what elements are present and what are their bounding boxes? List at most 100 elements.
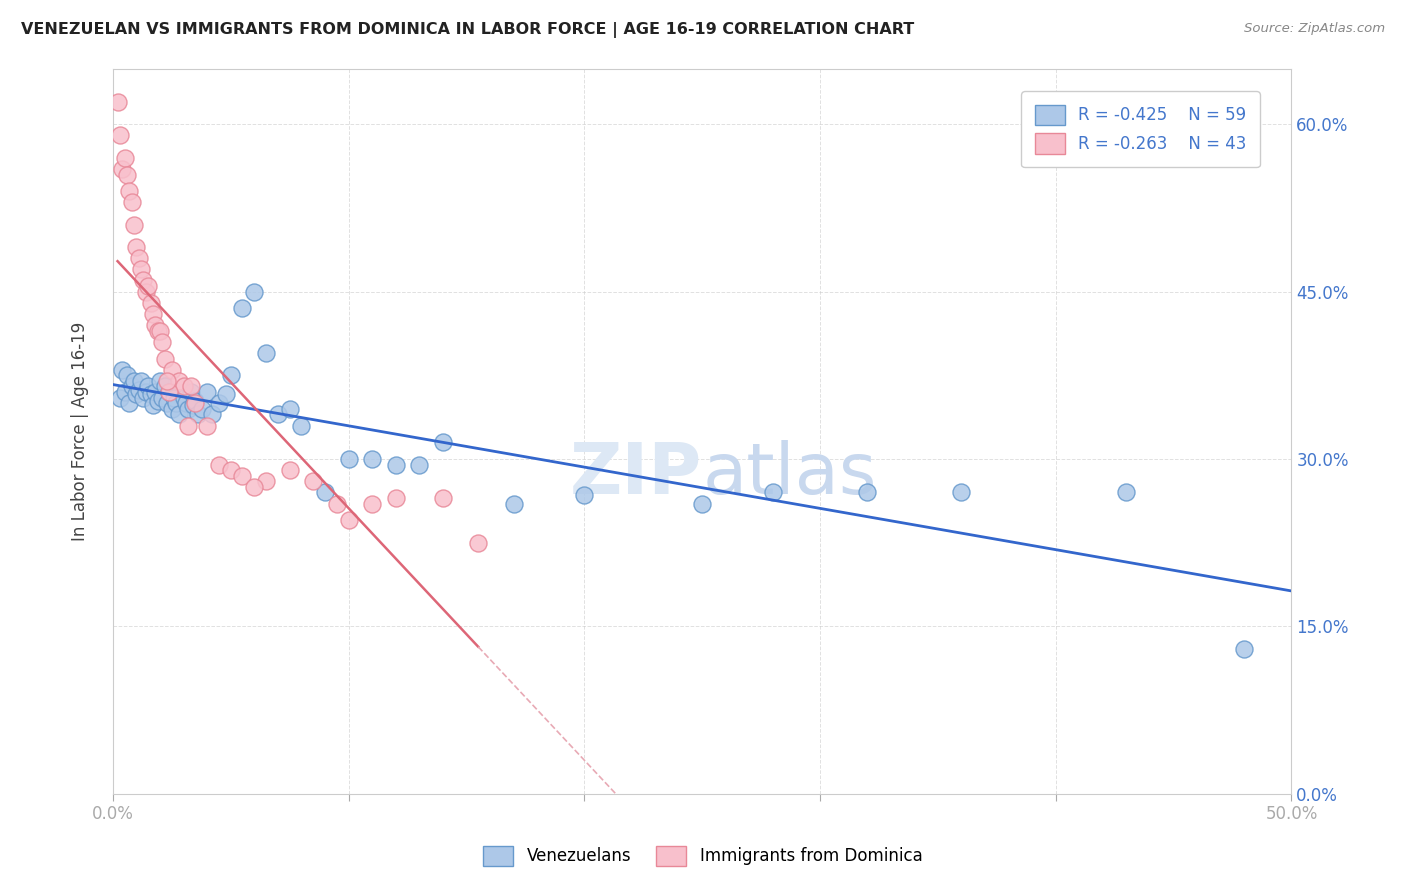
Point xyxy=(129,262,152,277)
Point xyxy=(136,279,159,293)
Point xyxy=(267,408,290,422)
Point xyxy=(326,497,349,511)
Point xyxy=(337,513,360,527)
Point xyxy=(219,368,242,383)
Point xyxy=(143,385,166,400)
Point xyxy=(159,385,181,400)
Point xyxy=(173,379,195,393)
Text: atlas: atlas xyxy=(702,440,876,509)
Point xyxy=(180,385,202,400)
Point xyxy=(361,497,384,511)
Point xyxy=(950,485,973,500)
Point xyxy=(132,273,155,287)
Point xyxy=(278,401,301,416)
Point xyxy=(180,379,202,393)
Point xyxy=(143,318,166,332)
Point xyxy=(208,458,231,472)
Text: VENEZUELAN VS IMMIGRANTS FROM DOMINICA IN LABOR FORCE | AGE 16-19 CORRELATION CH: VENEZUELAN VS IMMIGRANTS FROM DOMINICA I… xyxy=(21,22,914,38)
Point xyxy=(163,391,186,405)
Point xyxy=(136,379,159,393)
Point xyxy=(156,374,179,388)
Point xyxy=(1233,641,1256,656)
Point xyxy=(243,285,266,299)
Point xyxy=(384,491,406,505)
Point xyxy=(135,385,157,400)
Point xyxy=(153,351,176,366)
Point xyxy=(118,396,141,410)
Point xyxy=(278,463,301,477)
Point xyxy=(121,195,143,210)
Point xyxy=(115,168,138,182)
Point xyxy=(361,452,384,467)
Point xyxy=(114,385,136,400)
Point xyxy=(128,383,150,397)
Y-axis label: In Labor Force | Age 16-19: In Labor Force | Age 16-19 xyxy=(72,321,89,541)
Point xyxy=(231,301,253,316)
Point xyxy=(191,401,214,416)
Point xyxy=(108,391,131,405)
Point xyxy=(150,334,173,349)
Point xyxy=(121,379,143,393)
Point xyxy=(1115,485,1137,500)
Point xyxy=(254,475,277,489)
Point xyxy=(856,485,879,500)
Point xyxy=(146,324,169,338)
Point xyxy=(302,475,325,489)
Point xyxy=(208,396,231,410)
Point xyxy=(125,387,148,401)
Point xyxy=(150,391,173,405)
Point xyxy=(125,240,148,254)
Point xyxy=(156,396,179,410)
Text: Source: ZipAtlas.com: Source: ZipAtlas.com xyxy=(1244,22,1385,36)
Point xyxy=(177,418,200,433)
Point xyxy=(111,363,134,377)
Point xyxy=(184,396,207,410)
Point xyxy=(108,128,131,143)
Point xyxy=(231,468,253,483)
Point xyxy=(762,485,785,500)
Point xyxy=(690,497,713,511)
Point xyxy=(167,408,190,422)
Point xyxy=(149,374,172,388)
Point xyxy=(139,295,162,310)
Point xyxy=(337,452,360,467)
Legend: Venezuelans, Immigrants from Dominica: Venezuelans, Immigrants from Dominica xyxy=(470,832,936,880)
Point xyxy=(243,480,266,494)
Point xyxy=(160,363,183,377)
Point xyxy=(159,385,181,400)
Point xyxy=(502,497,524,511)
Point xyxy=(149,324,172,338)
Point xyxy=(174,396,197,410)
Point xyxy=(139,387,162,401)
Point xyxy=(115,368,138,383)
Point xyxy=(118,184,141,198)
Point xyxy=(167,374,190,388)
Point xyxy=(177,401,200,416)
Point xyxy=(142,307,165,321)
Point xyxy=(114,151,136,165)
Point xyxy=(122,374,145,388)
Text: ZIP: ZIP xyxy=(569,440,702,509)
Point xyxy=(195,385,218,400)
Point xyxy=(128,251,150,265)
Point xyxy=(290,418,312,433)
Point xyxy=(135,285,157,299)
Point xyxy=(129,374,152,388)
Point xyxy=(432,491,454,505)
Point xyxy=(384,458,406,472)
Point xyxy=(215,387,238,401)
Legend: R = -0.425    N = 59, R = -0.263    N = 43: R = -0.425 N = 59, R = -0.263 N = 43 xyxy=(1021,91,1260,167)
Point xyxy=(408,458,430,472)
Point xyxy=(153,379,176,393)
Point xyxy=(184,394,207,409)
Point xyxy=(181,399,204,413)
Point xyxy=(146,394,169,409)
Point xyxy=(160,401,183,416)
Point xyxy=(574,488,596,502)
Point xyxy=(467,535,489,549)
Point xyxy=(166,396,188,410)
Point xyxy=(195,418,218,433)
Point xyxy=(187,408,209,422)
Point xyxy=(111,161,134,176)
Point xyxy=(132,391,155,405)
